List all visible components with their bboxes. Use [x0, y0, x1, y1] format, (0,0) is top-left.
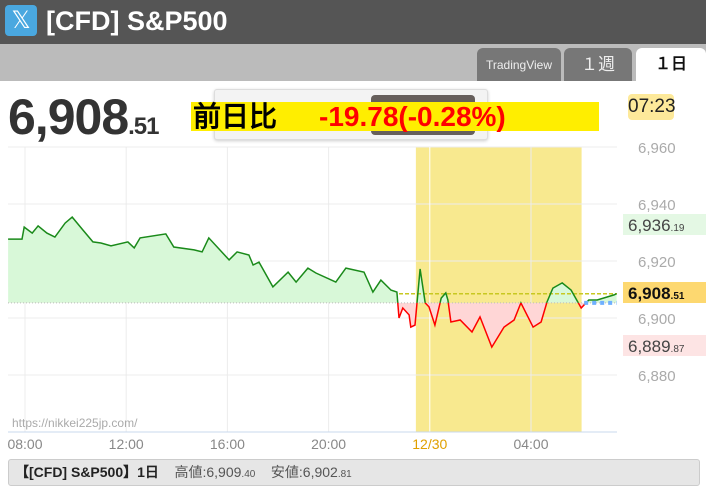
- x-tick-label: 12/30: [412, 436, 447, 452]
- high-label-text: 6,936.19: [628, 216, 685, 235]
- x-tick-label: 04:00: [513, 436, 548, 452]
- low-label-bg: [623, 335, 706, 356]
- x-tick-label: 16:00: [210, 436, 245, 452]
- y-tick-label: 6,900: [638, 311, 676, 328]
- price-chart: 6,960 6,940 6,920 6,900 6,880 08:00 12:00 16:00…: [7, 140, 706, 452]
- footer-high-dec: .40: [241, 469, 256, 480]
- price-line-up: [8, 216, 617, 303]
- area-fill-up: [8, 217, 617, 303]
- x-tick-label: 08:00: [7, 436, 42, 452]
- y-tick-label: 6,920: [638, 254, 676, 271]
- y-tick-label: 6,960: [638, 140, 676, 157]
- tab-strip: TradingView １週 １日: [0, 44, 706, 81]
- price-decimal: .51: [128, 113, 159, 140]
- current-price-label-bg: [623, 282, 706, 303]
- update-time: 07:23: [628, 94, 676, 120]
- footer-low-dec: .81: [337, 469, 352, 480]
- price-line-down: [397, 302, 588, 349]
- low-label-text: 6,889.87: [628, 337, 685, 356]
- y-tick-label: 6,940: [638, 197, 676, 214]
- tab-tradingview[interactable]: TradingView: [477, 48, 561, 81]
- footer-high-label: 高値:: [174, 464, 207, 480]
- footer-bar: 【[CFD] S&P500】1日 高値:6,909.40 安値:6,902.81: [8, 459, 700, 486]
- high-label-bg: [623, 214, 706, 235]
- tab-1-day[interactable]: １日: [636, 48, 706, 81]
- tab-1-week[interactable]: １週: [564, 48, 632, 81]
- high-label: 6,936.19: [623, 214, 706, 235]
- page-title: [CFD] S&P500: [46, 6, 228, 36]
- footer-low-label: 安値:: [270, 464, 303, 480]
- footer-name: 【[CFD] S&P500】1日: [15, 464, 159, 480]
- footer-low-value: 6,902: [302, 464, 338, 480]
- title-bar: 𝕏 [CFD] S&P500: [0, 0, 706, 44]
- low-label: 6,889.87: [623, 335, 706, 356]
- current-price-label: 6,908.51: [623, 282, 706, 303]
- area-fill-down: [8, 302, 617, 348]
- watermark: https://nikkei225jp.com/: [12, 416, 138, 430]
- change-banner: 前日比 -19.78(-0.28%): [191, 102, 599, 131]
- y-tick-label: 6,880: [638, 368, 676, 385]
- price-main: 6,908: [8, 89, 129, 145]
- x-tick-label: 12:00: [109, 436, 144, 452]
- current-price: 6,908.51: [8, 88, 160, 146]
- change-label: 前日比: [193, 101, 278, 132]
- footer-high-value: 6,909: [206, 464, 242, 480]
- current-price-label-text: 6,908.51: [628, 284, 685, 303]
- x-logo-icon[interactable]: 𝕏: [5, 5, 37, 36]
- change-value: -19.78(-0.28%): [319, 101, 506, 132]
- x-tick-label: 20:00: [311, 436, 346, 452]
